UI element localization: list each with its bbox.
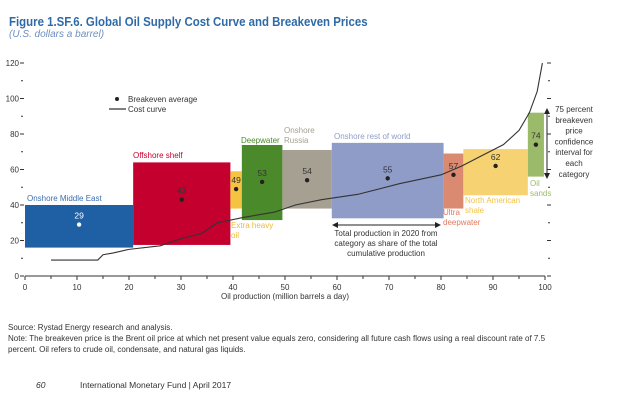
breakeven-label: 29 bbox=[74, 211, 84, 221]
y-tick-label: 100 bbox=[6, 95, 20, 104]
x-tick-label: 50 bbox=[281, 283, 290, 292]
y-tick-label: 20 bbox=[10, 237, 19, 246]
category-label: Deepwater bbox=[241, 136, 280, 145]
footnote: Note: The breakeven price is the Brent o… bbox=[8, 334, 546, 354]
x-tick-label: 80 bbox=[437, 283, 446, 292]
breakeven-dot bbox=[76, 222, 82, 227]
breakeven-dot bbox=[533, 142, 539, 147]
y-tick-label: 40 bbox=[10, 201, 19, 210]
chart-subtitle: (U.S. dollars a barrel) bbox=[9, 29, 105, 40]
breakeven-label: 43 bbox=[177, 186, 187, 196]
category-label: Offshore shelf bbox=[133, 151, 183, 160]
x-tick-label: 10 bbox=[73, 283, 82, 292]
breakeven-label: 53 bbox=[257, 168, 267, 178]
legend-dot bbox=[115, 97, 119, 101]
category-bar bbox=[133, 162, 231, 245]
breakeven-dot bbox=[385, 176, 390, 181]
category-label: Oil sands bbox=[530, 179, 551, 198]
y-tick-label: 120 bbox=[6, 59, 20, 68]
breakeven-dot bbox=[259, 179, 265, 185]
breakeven-dot bbox=[493, 163, 498, 169]
y-tick-label: 80 bbox=[10, 130, 19, 139]
x-axis-label: Oil production (million barrels a day) bbox=[221, 292, 349, 301]
category-label: Ultra deepwater bbox=[443, 208, 481, 227]
breakeven-label: 49 bbox=[231, 175, 241, 185]
breakeven-dot bbox=[304, 177, 310, 183]
legend-cost-curve-label: Cost curve bbox=[128, 105, 167, 114]
category-label: Extra heavy oil bbox=[231, 221, 273, 240]
x-tick-label: 90 bbox=[489, 283, 498, 292]
breakeven-label: 55 bbox=[383, 164, 393, 174]
category-label: Onshore Russia bbox=[284, 126, 315, 145]
breakeven-dot bbox=[179, 197, 184, 202]
breakeven-label: 57 bbox=[449, 161, 459, 171]
breakeven-label: 54 bbox=[302, 166, 312, 176]
notes: Source: Rystad Energy research and analy… bbox=[8, 322, 568, 355]
publisher: International Monetary Fund | April 2017 bbox=[80, 380, 232, 390]
source-note: Source: Rystad Energy research and analy… bbox=[8, 323, 173, 332]
breakeven-label: 62 bbox=[491, 152, 501, 162]
x-tick-label: 30 bbox=[177, 283, 186, 292]
category-label: Onshore rest of world bbox=[334, 132, 410, 141]
y-tick-label: 60 bbox=[10, 166, 19, 175]
page-number: 60 bbox=[36, 380, 46, 390]
y-tick-label: 0 bbox=[15, 272, 20, 281]
legend-breakeven-label: Breakeven average bbox=[128, 95, 198, 104]
x-tick-label: 60 bbox=[333, 283, 342, 292]
x-tick-label: 20 bbox=[125, 283, 134, 292]
category-label: Onshore Middle East bbox=[27, 194, 102, 203]
width-annotation: Total production in 2020 from category as… bbox=[334, 229, 438, 258]
chart-title: Figure 1.SF.6. Global Oil Supply Cost Cu… bbox=[9, 14, 368, 29]
x-tick-label: 0 bbox=[23, 283, 28, 292]
breakeven-label: 74 bbox=[531, 131, 541, 141]
breakeven-dot bbox=[233, 186, 239, 192]
x-tick-label: 70 bbox=[385, 283, 394, 292]
category-label: North American shale bbox=[465, 196, 520, 215]
category-bar bbox=[463, 149, 528, 196]
breakeven-dot bbox=[451, 172, 456, 178]
category-bar bbox=[331, 142, 444, 219]
interval-annotation: 75 percent breakeven price confidence interv… bbox=[555, 105, 594, 179]
x-tick-label: 100 bbox=[538, 283, 552, 292]
x-tick-label: 40 bbox=[229, 283, 238, 292]
cost-curve-line bbox=[51, 62, 543, 261]
